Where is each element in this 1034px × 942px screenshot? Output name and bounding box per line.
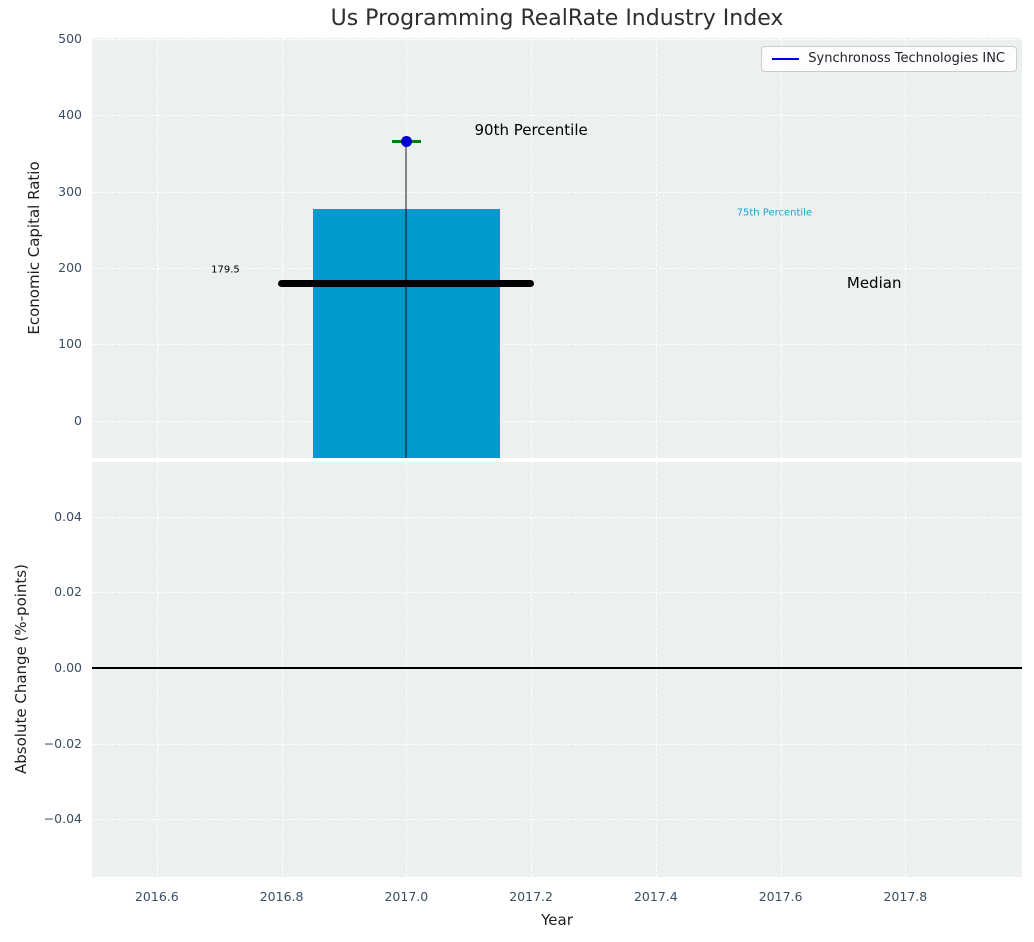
gridline-vertical: [531, 38, 533, 458]
gridline-horizontal: [92, 743, 1022, 745]
y-tick-label: −0.02: [43, 735, 82, 751]
y-tick-label: 0.04: [54, 508, 82, 524]
annotation-median-value: 179.5: [211, 264, 240, 276]
gridline-vertical: [655, 462, 657, 877]
median-line: [278, 280, 535, 288]
annotation-90th-percentile: 90th Percentile: [474, 120, 588, 139]
y-tick-label: 0.02: [54, 584, 82, 600]
top-axes: 90th Percentile 75th Percentile Median 1…: [92, 38, 1022, 458]
gridline-vertical: [406, 462, 408, 877]
gridline-vertical: [905, 38, 907, 458]
gridline-horizontal: [92, 516, 1022, 518]
bottom-axes: [92, 462, 1022, 877]
gridline-horizontal: [92, 191, 1022, 193]
gridline-vertical: [156, 462, 158, 877]
percentile-whisker-line: [405, 141, 408, 458]
y-tick-label: 400: [58, 107, 82, 123]
annotation-median: Median: [846, 274, 902, 293]
gridline-vertical: [780, 462, 782, 877]
y-tick-label: 200: [58, 260, 82, 276]
x-tick-label: 2016.8: [259, 889, 304, 904]
y-tick-label: 300: [58, 183, 82, 199]
gridline-horizontal: [92, 268, 1022, 270]
industry-bar: [312, 209, 500, 458]
p90-marker-dot: [400, 135, 412, 147]
gridline-vertical: [281, 462, 283, 877]
gridline-vertical: [655, 38, 657, 458]
gridline-vertical: [156, 38, 158, 458]
legend: Synchronoss Technologies INC: [761, 46, 1017, 72]
legend-label: Synchronoss Technologies INC: [808, 51, 1005, 66]
y-tick-label: −0.04: [43, 811, 82, 827]
annotation-75th-percentile: 75th Percentile: [736, 207, 813, 219]
gridline-vertical: [531, 462, 533, 877]
zero-line: [92, 667, 1022, 669]
x-tick-label: 2017.0: [384, 889, 429, 904]
gridline-horizontal: [92, 819, 1022, 821]
gridline-horizontal: [92, 115, 1022, 117]
gridline-horizontal: [92, 38, 1022, 40]
y-tick-label: 0.00: [54, 659, 82, 675]
x-tick-label: 2017.2: [509, 889, 553, 904]
x-tick-label: 2016.6: [134, 889, 179, 904]
gridline-horizontal: [92, 420, 1022, 422]
y-tick-label: 500: [58, 30, 82, 46]
x-axis-label: Year: [541, 911, 573, 929]
chart-title: Us Programming RealRate Industry Index: [330, 6, 784, 31]
y-tick-label: 0: [74, 412, 82, 428]
x-tick-label: 2017.4: [633, 889, 678, 904]
x-tick-label: 2017.6: [758, 889, 803, 904]
gridline-horizontal: [92, 592, 1022, 594]
gridline-vertical: [281, 38, 283, 458]
x-tick-label: 2017.8: [883, 889, 928, 904]
gridline-vertical: [905, 462, 907, 877]
gridline-vertical: [780, 38, 782, 458]
gridline-horizontal: [92, 344, 1022, 346]
y-tick-label: 100: [58, 336, 82, 352]
legend-line-sample: [772, 57, 800, 60]
